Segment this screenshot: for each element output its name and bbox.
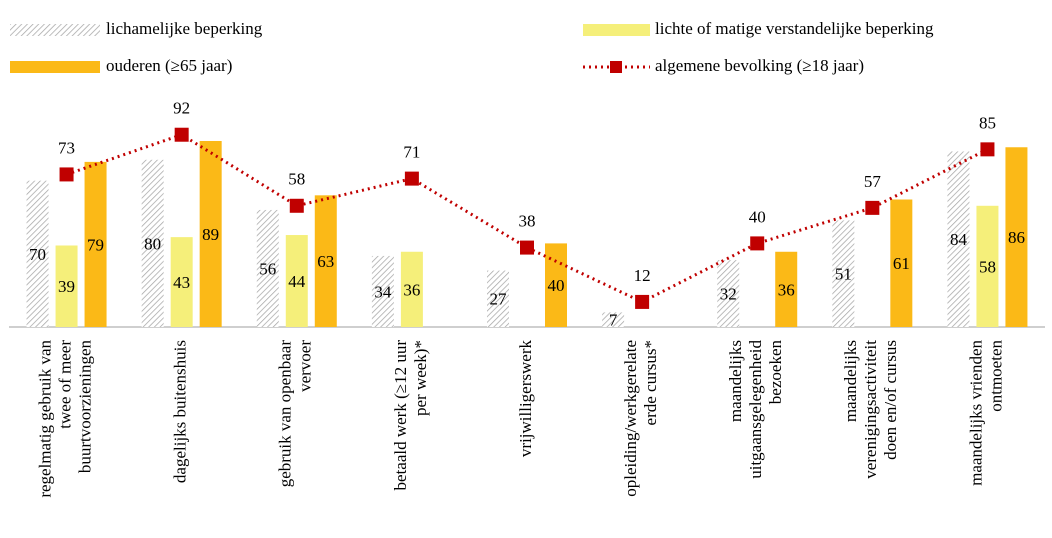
data-label: 89 [202, 225, 219, 244]
line-marker [980, 142, 995, 157]
data-label: 85 [979, 113, 996, 132]
x-tick-label: bezoeken [766, 340, 785, 405]
bar [602, 312, 625, 327]
data-label: 32 [720, 284, 737, 303]
bar [141, 159, 164, 327]
bar [55, 245, 78, 327]
data-label: 44 [288, 272, 306, 291]
line [66, 133, 989, 304]
data-label: 70 [29, 245, 46, 264]
x-tick-label: maandelijks vrienden [966, 340, 985, 486]
data-label: 39 [58, 277, 75, 296]
bar [256, 209, 279, 327]
data-label: 34 [374, 282, 392, 301]
data-label: 92 [173, 99, 190, 118]
legend-label: lichamelijke beperking [106, 19, 263, 38]
bar [400, 251, 423, 327]
bar [487, 270, 509, 327]
data-label: 80 [144, 234, 161, 253]
legend-label: algemene bevolking (≥18 jaar) [655, 56, 864, 75]
x-tick-label: verenigingsactiviteit [861, 340, 880, 479]
data-label: 27 [490, 290, 508, 309]
data-label: 61 [893, 254, 910, 273]
line-marker [750, 236, 765, 251]
bar [170, 237, 193, 327]
x-tick-label: betaald werk (≥12 uur [391, 340, 410, 491]
line-marker [174, 127, 189, 142]
data-label: 43 [173, 273, 190, 292]
line-marker [635, 294, 650, 309]
data-label: 86 [1008, 228, 1025, 247]
line-marker [865, 200, 880, 215]
x-tick-label: uitgaansgelegenheid [746, 340, 765, 479]
data-label: 71 [403, 143, 420, 162]
bar [199, 140, 222, 327]
x-tick-label: opleiding/werkgerelate [621, 340, 640, 497]
data-label: 36 [403, 280, 420, 299]
data-label: 36 [778, 280, 795, 299]
line-marker [520, 240, 534, 255]
data-label: 84 [950, 230, 968, 249]
data-label: 79 [87, 235, 104, 254]
x-tick-label: per week)* [411, 340, 430, 416]
x-tick-label: maandelijks [841, 340, 860, 422]
line-marker [289, 198, 304, 213]
data-label: 56 [259, 259, 276, 278]
x-tick-label: dagelijks buitenshuis [171, 340, 190, 483]
legend-swatch [10, 24, 100, 36]
data-label: 51 [835, 265, 852, 284]
x-tick-label: vrijwilligerswerk [516, 340, 535, 458]
bar [314, 195, 337, 327]
bar [947, 151, 970, 327]
data-label: 58 [288, 170, 305, 189]
bar [84, 161, 107, 327]
data-label: 40 [548, 276, 565, 295]
bar [1005, 147, 1028, 327]
x-tick-label: gebruik van openbaar [276, 340, 295, 488]
bar [717, 260, 740, 327]
x-tick-label: maandelijks [726, 340, 745, 422]
legend-label: ouderen (≥65 jaar) [106, 56, 232, 75]
x-tick-label: regelmatig gebruik van [35, 340, 54, 498]
data-label: 63 [317, 252, 334, 271]
x-tick-label: vervoer [296, 340, 315, 392]
data-label: 58 [979, 257, 996, 276]
bar [26, 180, 49, 327]
line-marker [404, 171, 419, 186]
legend-marker [610, 61, 622, 73]
legend-swatch [583, 24, 650, 36]
data-label: 40 [749, 207, 766, 226]
data-label: 38 [519, 211, 536, 230]
data-label: 73 [58, 138, 75, 157]
x-tick-label: doen en/of cursus [881, 340, 900, 460]
bar [976, 205, 999, 327]
x-tick-label: twee of meer [55, 340, 74, 429]
data-label: 12 [634, 266, 651, 285]
x-tick-label: buurtvoorzieningen [75, 340, 94, 474]
legend-swatch [10, 61, 100, 73]
bar [371, 255, 394, 327]
bar [832, 220, 855, 327]
bar [285, 235, 308, 327]
data-label: 57 [864, 172, 882, 191]
line-marker [59, 167, 74, 182]
x-tick-label: erde cursus* [641, 340, 660, 425]
x-tick-label: ontmoeten [986, 340, 1005, 412]
data-label: 7 [609, 311, 618, 330]
bar [890, 199, 913, 327]
legend-label: lichte of matige verstandelijke beperkin… [655, 19, 934, 38]
bar [775, 251, 798, 327]
